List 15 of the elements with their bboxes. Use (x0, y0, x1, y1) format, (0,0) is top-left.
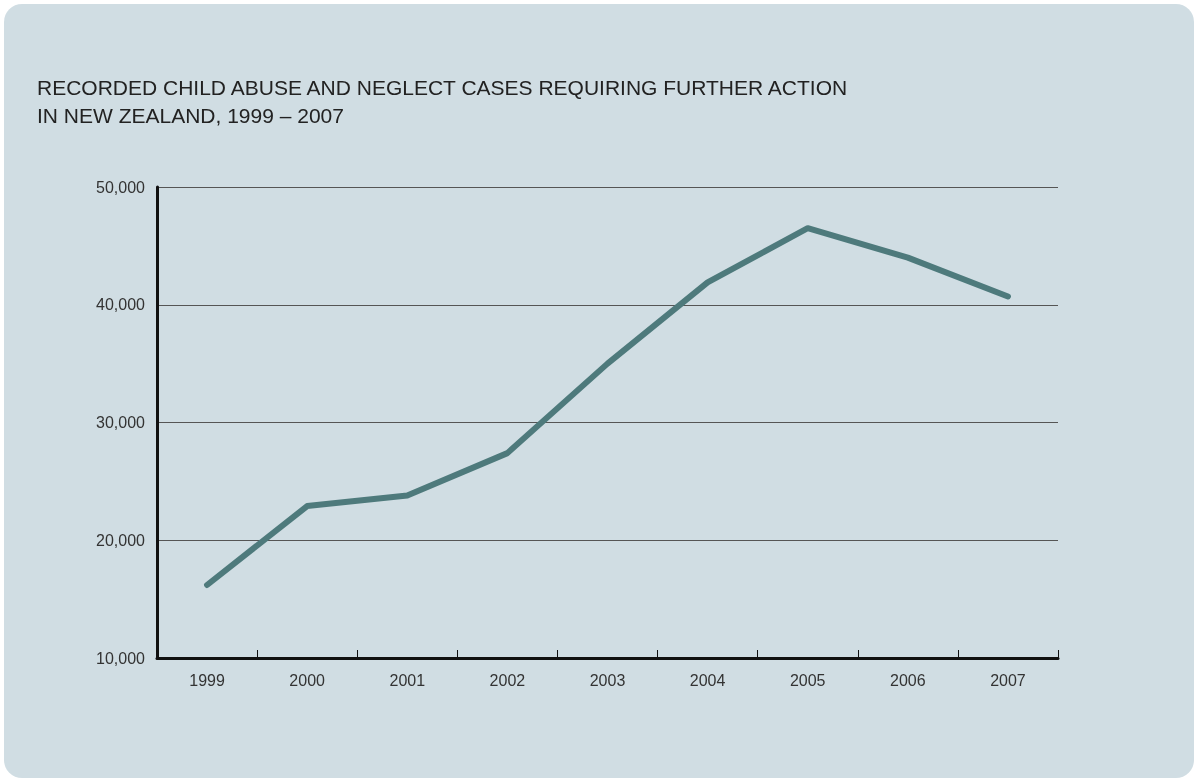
x-tick-label: 2003 (589, 671, 626, 689)
y-tick-label: 40,000 (96, 296, 146, 314)
x-tick-label: 2004 (689, 671, 726, 689)
x-tick-label: 1999 (189, 671, 225, 689)
x-tick-label: 2007 (990, 671, 1026, 689)
y-tick-label: 10,000 (96, 649, 146, 667)
x-tick-label: 2001 (389, 671, 426, 689)
x-tick-label: 2005 (789, 671, 826, 689)
x-tick-label: 2000 (289, 671, 326, 689)
y-tick-label: 50,000 (96, 178, 146, 196)
x-tick-label: 2002 (489, 671, 526, 689)
y-tick-label: 30,000 (96, 414, 146, 431)
chart-title: RECORDED CHILD ABUSE AND NEGLECT CASES REQUIRING FURTHER ACTION IN NEW ZEALAND, 1999 – 2007 (37, 75, 848, 127)
y-tick-label: 20,000 (96, 531, 146, 549)
x-tick-label: 2006 (890, 671, 926, 689)
